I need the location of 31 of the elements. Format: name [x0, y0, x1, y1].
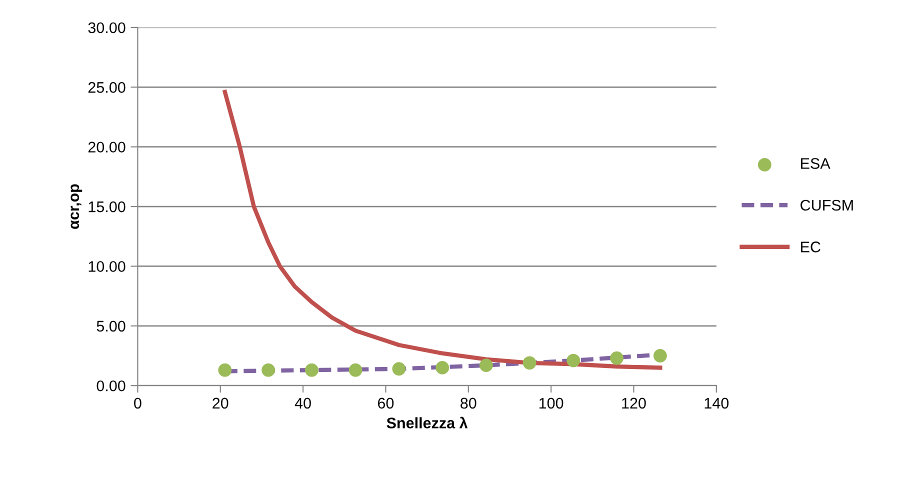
point [610, 351, 624, 365]
y-tick-label: 25.00 [88, 82, 126, 93]
point [305, 363, 318, 377]
x-axis-title: Snellezza λ [386, 416, 468, 428]
point [566, 354, 580, 368]
legend-label: EC [801, 242, 820, 252]
y-tick-label: 15.00 [88, 201, 126, 212]
point [436, 360, 450, 374]
x-tick-label: 20 [212, 398, 228, 409]
x-tick-label: 80 [460, 398, 476, 409]
y-axis-title: αcr,op [70, 184, 82, 229]
y-tick-label: 10.00 [88, 261, 126, 272]
point [392, 362, 406, 376]
x-tick-label: 60 [378, 398, 394, 409]
point [479, 358, 493, 372]
legend-label: ESA [801, 158, 830, 169]
point [218, 363, 232, 377]
x-tick-label: 140 [704, 398, 729, 409]
x-tick-label: 100 [539, 398, 564, 409]
point [653, 349, 667, 362]
x-tick-label: 120 [622, 398, 646, 409]
x-tick-label: 40 [294, 398, 311, 409]
legend-label: CUFSM [800, 200, 853, 211]
point [522, 356, 536, 370]
x-tick-label: 0 [134, 398, 142, 409]
y-tick-label: 0.00 [96, 380, 126, 392]
y-tick-label: 5.00 [96, 320, 126, 332]
y-tick-label: 30.00 [88, 22, 126, 34]
y-tick-label: 20.00 [88, 142, 126, 153]
point [262, 363, 276, 377]
point [348, 363, 362, 377]
